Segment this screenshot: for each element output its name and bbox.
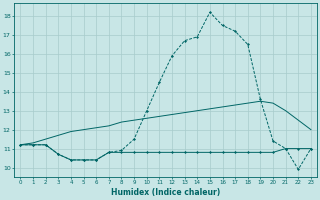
X-axis label: Humidex (Indice chaleur): Humidex (Indice chaleur) — [111, 188, 220, 197]
